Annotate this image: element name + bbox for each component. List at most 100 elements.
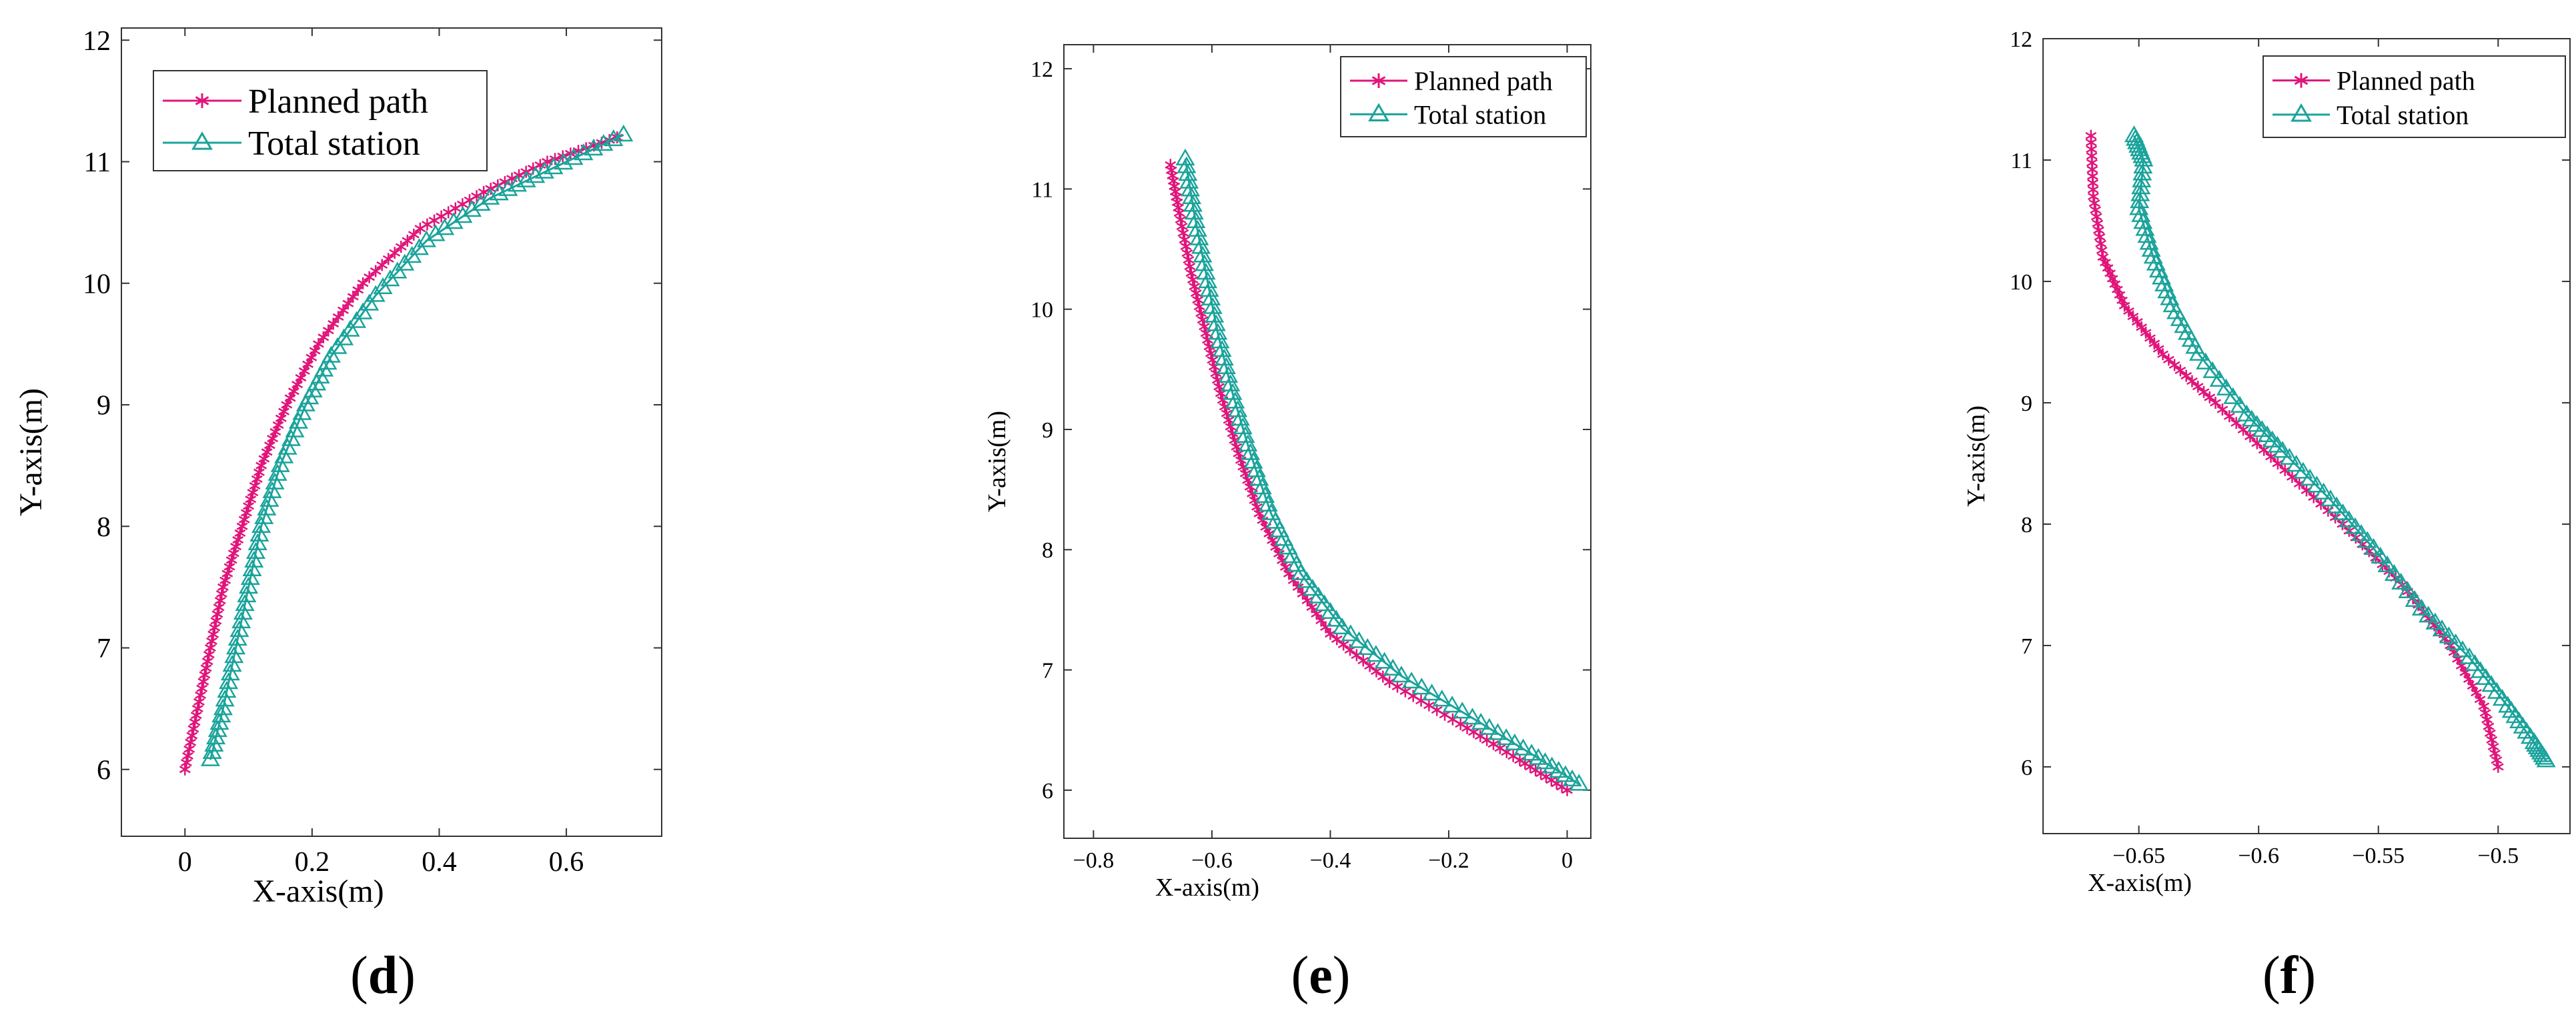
legend-marker-triangle <box>191 131 213 150</box>
data-point <box>227 547 239 560</box>
data-point <box>2459 647 2479 664</box>
data-point <box>604 134 616 147</box>
data-point <box>1452 702 1472 719</box>
data-point <box>209 622 221 634</box>
series-line-total-station <box>1184 159 1580 786</box>
data-point <box>2141 239 2161 257</box>
data-point <box>489 183 509 201</box>
series-line-total-station <box>2133 135 2547 762</box>
data-point <box>1471 712 1491 730</box>
data-point <box>1513 738 1533 756</box>
data-point <box>229 620 249 638</box>
data-point <box>2471 661 2491 678</box>
data-point <box>1549 761 1569 778</box>
data-point <box>235 594 255 612</box>
data-point <box>197 676 209 688</box>
y-axis-title: Y-axis(m) <box>1962 405 1990 507</box>
data-point <box>1199 279 1219 297</box>
data-point <box>2536 750 2556 768</box>
data-point <box>2196 352 2216 369</box>
data-point <box>285 420 305 437</box>
data-point <box>237 585 257 603</box>
x-tick-label: −0.8 <box>1073 848 1115 873</box>
data-point <box>196 682 208 695</box>
data-point <box>288 411 308 429</box>
data-point <box>2489 747 2501 760</box>
data-point <box>2157 281 2177 299</box>
data-point <box>2095 237 2107 250</box>
caption-e-letter: e <box>1309 946 1333 1005</box>
x-tick-label: −0.5 <box>2477 844 2519 868</box>
data-point <box>1432 690 1452 707</box>
y-tick-label: 10 <box>83 269 111 299</box>
data-point <box>2223 410 2235 423</box>
data-point <box>1180 240 1192 253</box>
data-point <box>1233 447 1245 460</box>
data-point <box>193 696 205 708</box>
data-point <box>201 655 213 668</box>
data-point <box>2174 364 2186 377</box>
data-point <box>1349 631 1369 648</box>
y-axis-title: Y-axis(m) <box>983 411 1011 512</box>
data-point <box>426 224 446 241</box>
data-point <box>1383 658 1403 676</box>
data-point <box>2244 430 2256 443</box>
y-tick-label: 6 <box>1042 779 1053 804</box>
data-point <box>1505 733 1525 751</box>
data-point <box>2204 391 2216 403</box>
legend-label: Total station <box>1414 99 1546 129</box>
data-point <box>2146 253 2166 271</box>
data-point <box>2364 538 2384 556</box>
legend-marker-triangle <box>1368 103 1389 121</box>
data-point <box>2476 668 2496 686</box>
data-point <box>340 319 360 337</box>
data-point <box>2154 274 2174 291</box>
data-point <box>292 403 312 420</box>
x-tick-label: −0.2 <box>1428 848 1469 873</box>
data-point <box>382 253 394 265</box>
data-point <box>2405 590 2425 608</box>
data-point <box>1357 654 1369 667</box>
data-point <box>1487 723 1508 740</box>
data-point <box>1217 393 1229 406</box>
data-point <box>215 690 235 707</box>
data-point <box>1391 680 1403 693</box>
x-tick-label: −0.6 <box>2238 844 2279 868</box>
caption-e: (e) <box>1291 946 1351 1005</box>
data-point <box>182 750 193 762</box>
data-point <box>1178 163 1198 181</box>
data-point <box>2160 288 2180 305</box>
data-point <box>195 689 207 702</box>
series-e-total-station <box>1175 148 1589 791</box>
data-point <box>2202 361 2222 378</box>
series-line-total-station <box>209 134 624 760</box>
data-point <box>462 199 482 217</box>
data-point <box>1198 271 1218 289</box>
data-point <box>1190 287 1202 299</box>
data-point <box>265 472 285 489</box>
data-point <box>2265 450 2277 463</box>
y-tick-label: 10 <box>1031 298 1053 323</box>
data-point <box>1212 339 1232 357</box>
data-point <box>236 520 248 533</box>
data-point <box>1191 237 1211 254</box>
data-point <box>1528 748 1548 765</box>
data-point <box>1201 288 1221 305</box>
data-point <box>2333 503 2353 521</box>
data-point <box>247 533 267 550</box>
legend-label: Planned path <box>248 83 428 121</box>
data-point <box>2272 457 2284 469</box>
data-point <box>2130 184 2150 201</box>
data-point <box>1569 774 1589 791</box>
data-point <box>1185 267 1197 279</box>
data-point <box>2484 727 2496 740</box>
data-point <box>2135 219 2155 236</box>
data-point <box>203 648 215 661</box>
data-point <box>2186 375 2198 387</box>
data-point <box>2216 403 2228 416</box>
data-point <box>2223 387 2243 404</box>
data-point <box>245 493 257 505</box>
data-point <box>187 723 199 736</box>
